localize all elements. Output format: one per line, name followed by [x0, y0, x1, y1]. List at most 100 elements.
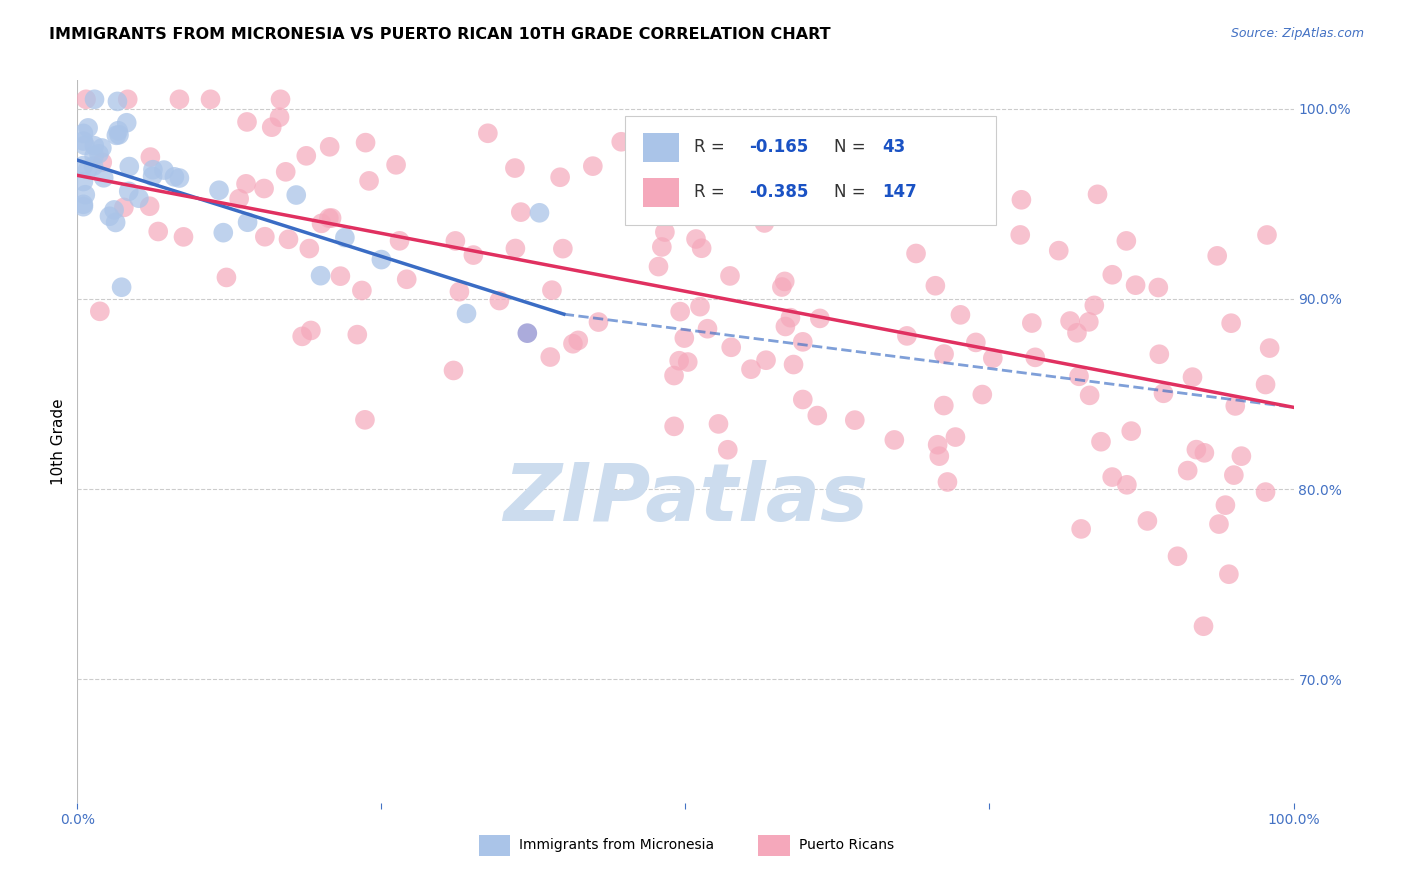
Text: 147: 147 — [883, 183, 917, 202]
Point — [516, 326, 538, 340]
Point — [72, 159, 94, 173]
Point — [236, 215, 259, 229]
Point — [299, 323, 322, 337]
Point — [662, 368, 685, 383]
Point — [1208, 517, 1230, 532]
Point — [93, 170, 115, 185]
Point — [77, 120, 100, 135]
Point — [1087, 187, 1109, 202]
Point — [253, 229, 276, 244]
Point — [1220, 316, 1243, 330]
Point — [689, 300, 711, 314]
Y-axis label: 10th Grade: 10th Grade — [51, 398, 66, 485]
Point — [1230, 449, 1253, 463]
Point — [318, 140, 340, 154]
Point — [904, 188, 927, 202]
Point — [1254, 485, 1277, 500]
Point — [541, 283, 564, 297]
Text: R =: R = — [695, 138, 730, 156]
Point — [1218, 567, 1240, 582]
Point — [115, 116, 138, 130]
Point — [235, 177, 257, 191]
Point — [928, 449, 950, 463]
Point — [117, 92, 139, 106]
Point — [588, 315, 610, 329]
Point — [89, 304, 111, 318]
Point — [551, 242, 574, 256]
Point — [142, 169, 165, 184]
Point — [456, 306, 478, 320]
Text: Immigrants from Micronesia: Immigrants from Micronesia — [519, 838, 714, 853]
Text: ZIPatlas: ZIPatlas — [503, 460, 868, 539]
Point — [107, 95, 129, 109]
Point — [927, 438, 949, 452]
Point — [388, 234, 411, 248]
Point — [1223, 468, 1246, 483]
Point — [321, 211, 343, 225]
Point — [673, 331, 696, 345]
Point — [782, 358, 804, 372]
Point — [651, 240, 673, 254]
Point — [610, 135, 633, 149]
Point — [274, 165, 297, 179]
Point — [503, 161, 526, 175]
Point — [73, 138, 96, 153]
Point — [72, 127, 94, 141]
Point — [346, 327, 368, 342]
Point — [443, 363, 465, 377]
Point — [945, 430, 967, 444]
Point — [139, 150, 162, 164]
Point — [562, 336, 585, 351]
Point — [1115, 478, 1137, 492]
Point — [72, 200, 94, 214]
Point — [83, 159, 105, 173]
Point — [311, 216, 333, 230]
Point — [770, 280, 793, 294]
Text: 43: 43 — [883, 138, 905, 156]
Point — [548, 170, 571, 185]
Point — [350, 284, 373, 298]
Point — [932, 399, 955, 413]
Point — [1121, 424, 1143, 438]
Point — [669, 304, 692, 318]
Point — [538, 350, 561, 364]
Point — [1258, 341, 1281, 355]
Point — [1194, 446, 1216, 460]
Point — [253, 181, 276, 195]
Point — [1066, 326, 1088, 340]
Point — [720, 340, 742, 354]
Point — [1101, 268, 1123, 282]
Point — [755, 353, 778, 368]
Point — [509, 205, 531, 219]
Point — [128, 191, 150, 205]
Text: N =: N = — [834, 138, 870, 156]
Point — [285, 188, 308, 202]
Point — [690, 177, 713, 191]
Point — [72, 134, 94, 148]
Point — [806, 409, 828, 423]
Point — [295, 149, 318, 163]
Point — [108, 128, 131, 142]
Text: -0.385: -0.385 — [748, 183, 808, 202]
Text: Puerto Ricans: Puerto Ricans — [799, 838, 894, 853]
Point — [83, 138, 105, 153]
Point — [1090, 434, 1112, 449]
Point — [1177, 464, 1199, 478]
Point — [277, 232, 299, 246]
Point — [1136, 514, 1159, 528]
Bar — [478, 835, 510, 855]
Point — [72, 175, 94, 189]
Point — [1077, 315, 1099, 329]
Point — [1256, 227, 1278, 242]
Point — [488, 293, 510, 308]
Text: N =: N = — [834, 183, 870, 202]
Point — [270, 92, 292, 106]
Point — [1206, 249, 1229, 263]
Point — [1147, 280, 1170, 294]
Point — [83, 149, 105, 163]
Point — [717, 442, 740, 457]
Point — [444, 234, 467, 248]
Point — [582, 159, 605, 173]
Point — [851, 151, 873, 165]
Point — [148, 225, 170, 239]
